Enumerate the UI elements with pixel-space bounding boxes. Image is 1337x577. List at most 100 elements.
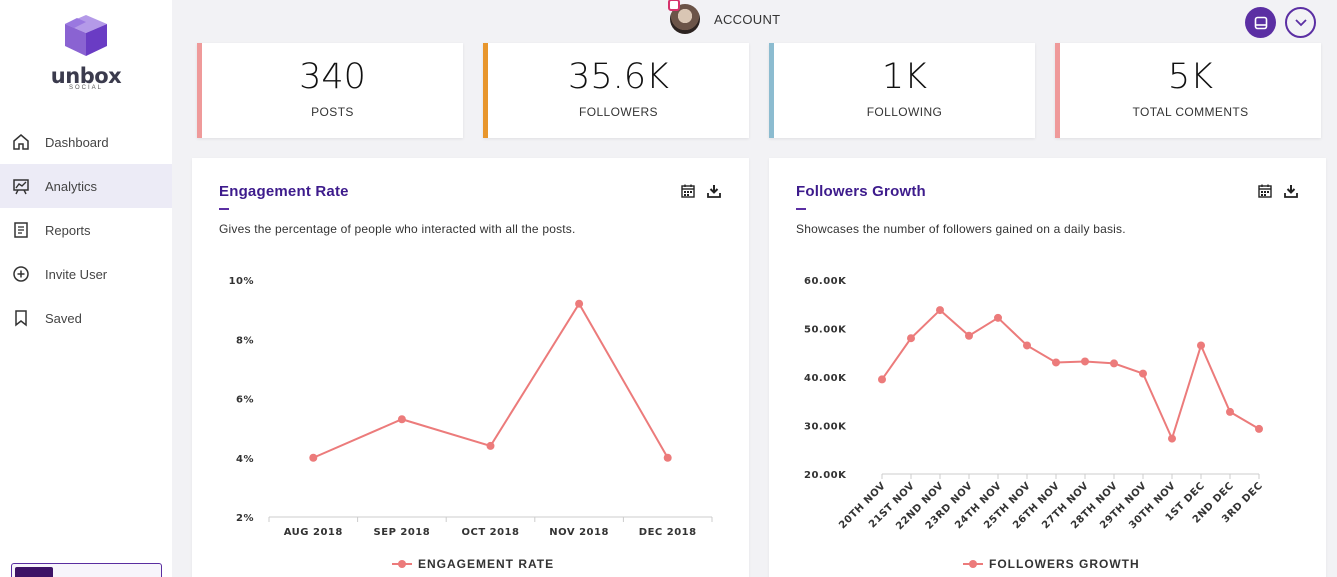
account-label: ACCOUNT (714, 11, 781, 27)
sidebar-nav: Dashboard Analytics Reports Invite User … (0, 120, 172, 340)
data-point (1139, 369, 1147, 378)
calendar-icon[interactable] (1258, 184, 1272, 198)
y-tick-label: 40.00K (804, 373, 847, 384)
stat-value: 1K (881, 57, 928, 97)
stat-value: 340 (299, 57, 366, 97)
engagement-rate-chart: 2% 4% 6% 8% 10% AUG 2018 SEP 2018 OCT 2018 NOV 2… (229, 276, 713, 538)
data-point (1052, 358, 1060, 367)
stat-value: 35.6K (568, 57, 669, 97)
upgrade-panel[interactable] (11, 563, 162, 577)
data-point (965, 331, 973, 340)
stat-card-following: 1K FOLLOWING (769, 43, 1035, 138)
data-point (878, 375, 886, 384)
sidebar-item-invite-user[interactable]: Invite User (0, 252, 172, 296)
data-point (907, 334, 915, 343)
sidebar-item-saved[interactable]: Saved (0, 296, 172, 340)
y-tick-label: 30.00K (804, 422, 847, 433)
legend-marker (392, 559, 412, 569)
data-point (486, 441, 495, 450)
chart-legend[interactable]: FOLLOWERS GROWTH (963, 557, 1140, 571)
brand-subtitle: SOCIAL (68, 85, 103, 91)
card-title: Followers Growth (796, 183, 926, 200)
y-tick-label: 10% (229, 276, 254, 287)
inbox-icon (1254, 16, 1267, 29)
download-icon[interactable] (707, 184, 721, 198)
series-line (312, 301, 669, 459)
sidebar-item-dashboard[interactable]: Dashboard (0, 120, 172, 164)
legend-marker (963, 559, 983, 569)
data-point (1023, 341, 1031, 350)
title-underline (219, 208, 229, 210)
x-tick-label: OCT 2018 (462, 527, 520, 538)
card-description: Gives the percentage of people who inter… (219, 222, 576, 236)
data-point (575, 299, 584, 308)
stat-card-total-comments: 5K TOTAL COMMENTS (1055, 43, 1321, 138)
data-point (1110, 359, 1118, 368)
home-icon (13, 134, 29, 150)
instagram-icon (668, 0, 680, 11)
upgrade-panel-block (15, 567, 53, 577)
inbox-button[interactable] (1245, 7, 1276, 38)
data-point (397, 415, 406, 424)
sidebar-item-label: Reports (45, 222, 91, 238)
legend-label: ENGAGEMENT RATE (418, 557, 555, 571)
bookmark-icon (15, 310, 27, 327)
data-point (663, 453, 672, 462)
y-tick-label: 20.00K (804, 470, 847, 481)
stat-card-posts: 340 POSTS (197, 43, 463, 138)
stat-label: TOTAL COMMENTS (1132, 105, 1249, 119)
sidebar-item-reports[interactable]: Reports (0, 208, 172, 252)
sidebar-item-analytics[interactable]: Analytics (0, 164, 172, 208)
sidebar: unbox SOCIAL Dashboard Analytics Reports… (0, 0, 172, 577)
avatar (668, 0, 700, 34)
stat-value: 5K (1167, 57, 1214, 97)
stat-label: FOLLOWING (866, 105, 943, 119)
data-point (1197, 341, 1205, 350)
analytics-icon (13, 179, 29, 195)
x-tick-label: SEP 2018 (374, 527, 431, 538)
reports-icon (14, 222, 28, 238)
calendar-icon[interactable] (681, 184, 695, 198)
engagement-rate-card: Engagement Rate Gives the percentage of … (192, 158, 749, 577)
add-circle-icon (13, 266, 29, 282)
card-actions (681, 184, 721, 198)
x-tick-label: DEC 2018 (639, 527, 697, 538)
download-icon[interactable] (1284, 184, 1298, 198)
chart-legend[interactable]: ENGAGEMENT RATE (392, 557, 554, 571)
sidebar-item-label: Invite User (45, 266, 108, 282)
x-tick-label: AUG 2018 (284, 527, 343, 538)
stat-label: FOLLOWERS (579, 105, 658, 119)
chevron-down-icon (1294, 18, 1307, 26)
y-tick-label: 4% (236, 454, 254, 465)
data-point (1168, 434, 1176, 443)
y-tick-label: 60.00K (804, 276, 847, 287)
card-actions (1258, 184, 1298, 198)
data-point (309, 453, 318, 462)
data-point (1255, 424, 1263, 433)
y-tick-label: 6% (236, 395, 254, 406)
data-point (1081, 357, 1089, 366)
series-line (881, 308, 1260, 442)
data-point (936, 306, 944, 315)
card-title: Engagement Rate (219, 183, 349, 200)
title-underline (796, 208, 806, 210)
data-point (994, 313, 1002, 322)
dropdown-button[interactable] (1285, 7, 1316, 38)
sidebar-item-label: Saved (45, 310, 82, 326)
brand-logo[interactable]: unbox SOCIAL (44, 14, 128, 94)
card-description: Showcases the number of followers gained… (796, 222, 1126, 236)
followers-growth-card: Followers Growth Showcases the number of… (769, 158, 1326, 577)
legend-label: FOLLOWERS GROWTH (989, 557, 1140, 571)
box-icon (65, 15, 107, 56)
sidebar-item-label: Dashboard (45, 134, 109, 150)
brand-name: unbox (50, 64, 122, 88)
y-tick-label: 50.00K (804, 325, 847, 336)
data-point (1226, 407, 1234, 416)
y-tick-label: 2% (236, 513, 254, 524)
stat-card-followers: 35.6K FOLLOWERS (483, 43, 749, 138)
stat-label: POSTS (311, 105, 354, 119)
y-tick-label: 8% (236, 335, 254, 346)
sidebar-item-label: Analytics (45, 178, 98, 194)
account-menu[interactable]: ACCOUNT (668, 0, 781, 35)
